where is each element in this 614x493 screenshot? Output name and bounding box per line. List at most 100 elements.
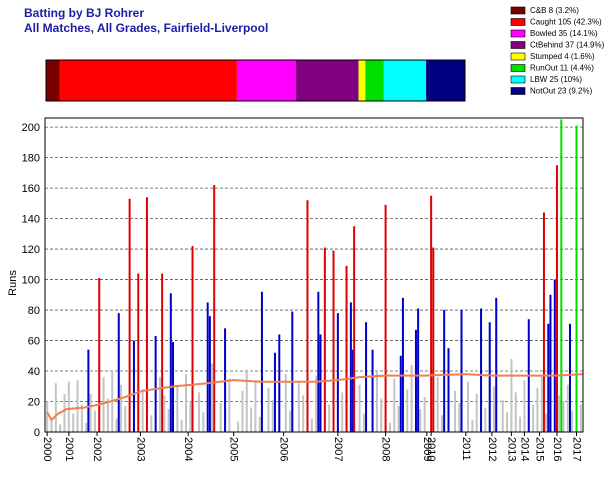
bar [510,358,513,432]
bar [254,381,257,432]
bar [358,384,361,432]
bar [163,395,166,432]
x-tick-label: 2003 [134,437,146,461]
chart-title: Batting by BJ Rohrer [24,6,144,20]
bar [519,416,522,432]
bar [566,384,569,432]
bar [85,422,88,432]
bar [132,340,135,432]
bar [401,297,404,432]
bar [87,349,90,432]
bar [115,418,118,432]
bar [46,401,49,432]
bar [258,416,261,432]
bar [291,311,294,432]
bar [460,310,463,432]
y-tick-label: 140 [22,214,40,226]
bar [315,375,318,432]
bar [467,381,470,432]
bar [397,406,400,432]
bar [59,424,62,432]
bar [549,294,552,432]
x-tick-label: 2001 [63,437,75,461]
bar [419,409,422,432]
bar [228,378,231,432]
legend-label: LBW 25 (10%) [530,75,582,84]
bar [495,297,498,432]
bar [271,399,274,432]
legend-swatch [510,75,526,84]
bar [562,401,565,432]
y-tick-label: 160 [22,183,40,195]
bar [89,393,92,432]
dismissal-segment [236,60,297,101]
bar [54,383,57,432]
x-tick-label: 2016 [551,437,563,461]
dismissal-segment [426,60,465,101]
bar [211,363,214,432]
bar [488,322,491,432]
chart-subtitle: All Matches, All Grades, Fairfield-Liver… [24,21,268,35]
x-tick-label: 2010 [425,437,437,461]
bar [161,273,164,432]
bar [432,247,435,432]
bar [458,403,461,432]
bar [440,415,443,432]
legend-label: Bowled 35 (14.1%) [530,29,598,38]
bar [349,302,352,432]
x-tick-label: 2012 [486,437,498,461]
bar [393,378,396,432]
x-tick-label: 2000 [41,437,53,461]
bar [547,323,550,432]
y-tick-label: 80 [28,305,40,317]
bar [219,403,222,432]
y-tick-label: 200 [22,122,40,134]
x-tick-label: 2017 [570,437,582,461]
bar [436,377,439,432]
bar [399,355,402,432]
legend-swatch [510,29,526,38]
bar [545,413,548,432]
dismissal-segment [296,60,359,101]
legend-label: RunOut 11 (4.4%) [530,64,594,73]
x-tick-label: 2005 [228,437,240,461]
bar [579,404,582,432]
bar [208,316,211,432]
bar [213,185,216,432]
legend-label: CtBehind 37 (14.9%) [530,41,605,50]
bar [102,377,105,432]
y-tick-label: 120 [22,244,40,256]
bar [501,399,504,432]
bar [198,392,201,432]
plot-frame [44,117,584,433]
bar [306,200,309,432]
x-tick-label: 2008 [380,437,392,461]
bar [575,125,578,432]
bar [93,410,96,432]
bar [117,313,120,432]
bar [475,393,478,432]
bar [158,377,161,432]
bar [260,291,263,432]
bar [353,226,356,432]
bar [63,393,66,432]
bar [245,369,248,432]
x-tick-label: 2015 [534,437,546,461]
bar [341,392,344,432]
y-tick-label: 180 [22,153,40,165]
bar [560,119,563,433]
bar [371,349,374,432]
bar [558,395,561,432]
bar [493,386,496,432]
bar [542,212,545,432]
bar [317,291,320,432]
bar [224,328,227,432]
x-tick-label: 2009 [421,437,433,461]
dismissal-segment [383,60,427,101]
bar [273,352,276,432]
bar [388,422,391,432]
dismissal-segment [46,60,60,101]
bar [284,374,287,432]
bar [568,323,571,432]
legend-swatch [510,41,526,49]
